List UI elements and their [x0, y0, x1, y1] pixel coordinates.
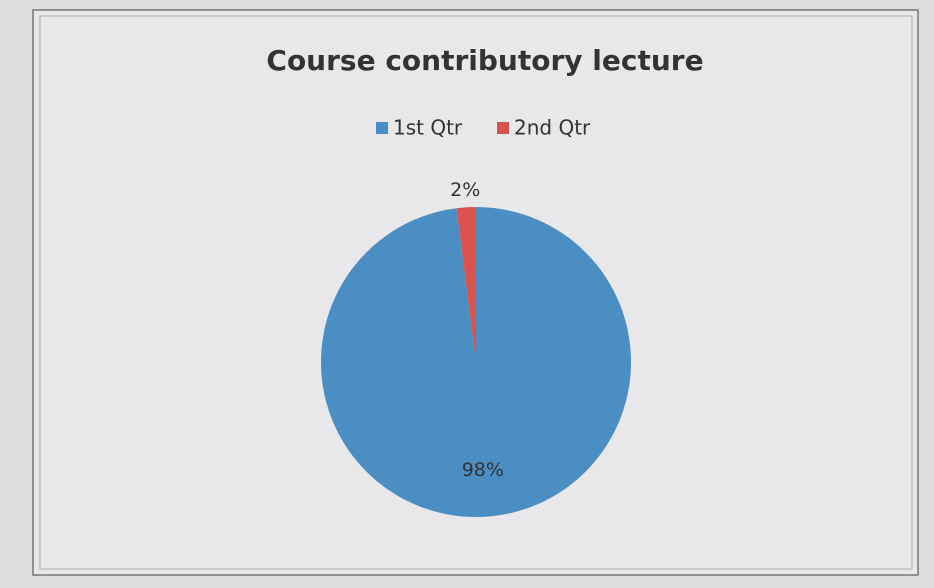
legend-label: 2nd Qtr [514, 116, 591, 140]
data-label: 98% [462, 459, 504, 481]
pie-slice [320, 207, 631, 517]
chart-inner-frame [39, 15, 913, 570]
legend-label: 1st Qtr [393, 116, 463, 140]
data-label: 2% [450, 179, 480, 201]
chart-title: Course contributory lecture [266, 44, 703, 77]
legend-swatch [376, 122, 388, 134]
pie-slice [456, 207, 476, 362]
legend-swatch [497, 122, 509, 134]
